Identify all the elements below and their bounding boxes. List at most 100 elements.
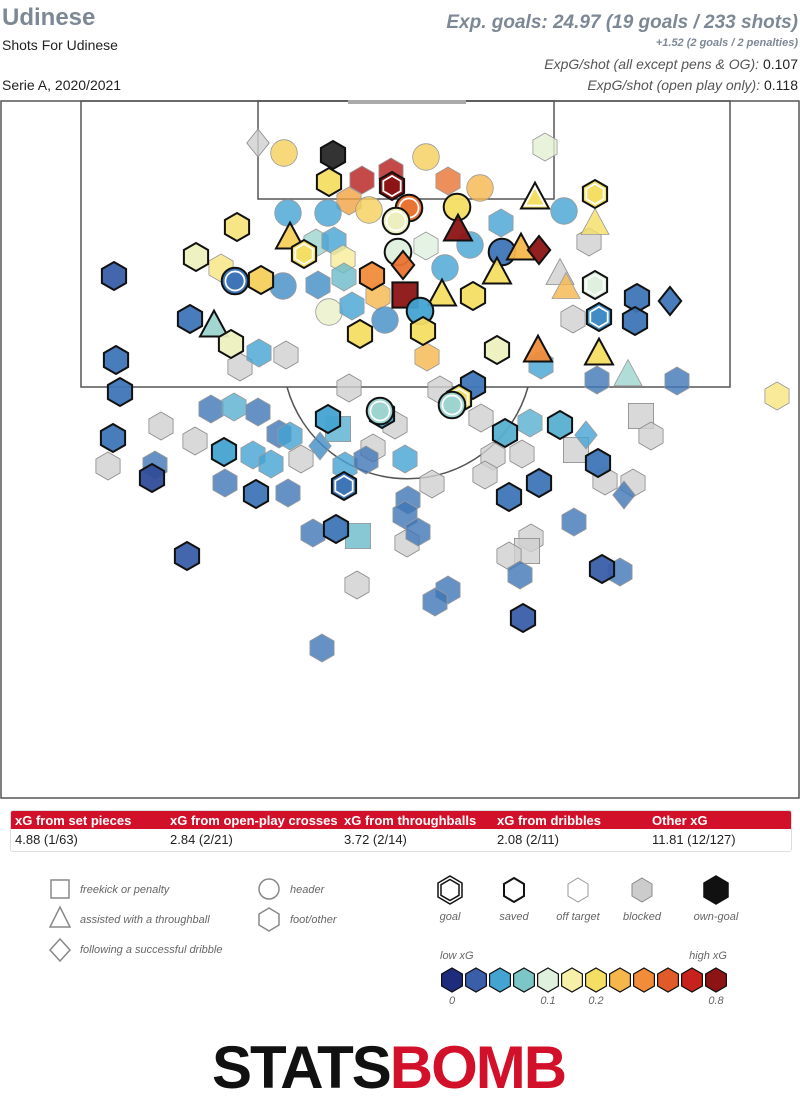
shot-marker [621,305,649,337]
shot-marker [138,462,166,494]
legend: freekick or penalty assisted with a thro… [48,875,739,1007]
shot-marker [344,570,370,600]
goal-marker-ring [441,394,463,416]
shot-marker [468,403,494,433]
shot-marker [422,587,448,617]
shot-marker [442,212,474,242]
shot-marker [488,208,514,238]
shot-marker [613,358,643,386]
scale-swatch [489,967,511,993]
scale-swatch [657,967,679,993]
shot-marker [584,447,612,479]
category-value-throughballs: 3.72 (2/14) [344,832,407,847]
legend-goal: goal [440,911,461,923]
triangle-icon [48,905,72,928]
goal-marker-ring [294,242,314,266]
shot-marker [210,436,238,468]
outcome-legend: goal saved off target blocked own-goal [437,875,739,923]
shot-marker [764,381,790,411]
shot-marker [426,277,458,307]
shot-marker [576,227,602,257]
goal-marker-ring [385,210,407,232]
goal-marker-ring [382,174,402,198]
legend-dribble: following a successful dribble [80,944,222,956]
xg-category-header [11,811,791,829]
shot-marker [491,417,519,449]
shot-marker [413,231,439,261]
shot-marker [495,481,523,513]
goal-marker-ring [369,400,391,422]
scale-swatch [537,967,559,993]
shot-marker [583,336,615,366]
legend-saved: saved [499,911,529,923]
shot-marker [664,366,690,396]
square-icon [50,879,70,899]
scale-tick-0: 0 [449,995,456,1007]
shot-marker [336,186,362,216]
shot-marker [580,207,610,235]
competition-label: Serie A, 2020/2021 [2,77,122,93]
shot-marker [419,469,445,499]
shot-marker [526,234,552,266]
scale-swatches [441,967,727,993]
shot-marker [245,397,271,427]
category-value-crosses: 2.84 (2/21) [170,832,233,847]
shot-marker [414,342,440,372]
legend-header: header [290,884,326,896]
shot-marker [182,241,210,273]
shot-marker [99,422,127,454]
xg-color-scale: low xG high xG 0 0.1 0.2 0.8 [440,950,727,1007]
shot-marker [435,166,461,196]
shot-marker [409,315,437,347]
diamond-icon [48,937,72,963]
shot-marker [246,338,272,368]
shot-marker [412,143,440,171]
shot-marker [584,365,610,395]
scale-swatch [441,967,463,993]
category-label-other: Other xG [652,813,708,828]
shot-marker [247,264,275,296]
shot-marker [346,318,374,350]
goal-marker-ring [589,305,609,329]
shot-marker [612,480,636,510]
chart-subtitle: Shots For Udinese [2,37,118,53]
scale-swatch [465,967,487,993]
shot-marker [519,180,551,210]
shape-legend: freekick or penalty assisted with a thro… [48,878,338,963]
shot-marker [517,408,543,438]
shot-marker [371,306,399,334]
xg-category-table: xG from set pieces xG from open-play cro… [10,810,792,852]
shot-marker [314,199,342,227]
shot-marker [509,439,535,469]
legend-high-xg: high xG [689,950,727,962]
shot-marker [472,460,498,490]
shot-marker [242,478,270,510]
shot-marker [95,451,121,481]
shot-marker [221,392,247,422]
goal-marker-ring [224,270,246,292]
saved-hexagon-icon [503,876,525,904]
shot-marker [270,139,298,167]
shot-marker [273,340,299,370]
logo-bomb: BOMB [389,1034,567,1101]
shot-marker [315,298,343,326]
shot-marker [182,426,208,456]
shot-marker [525,467,553,499]
shot-marker [507,560,533,590]
shot-marker [505,231,537,261]
shot-marker [459,280,487,312]
scale-swatch [561,967,583,993]
shot-marker [258,449,284,479]
own-goal-hexagon-icon [703,875,729,905]
shot-marker [246,128,270,158]
shot-marker [305,270,331,300]
shot-marker [173,540,201,572]
xg-per-shot-label: ExpG/shot (all except pens & OG): [544,56,760,72]
xg-penalties: +1.52 (2 goals / 2 penalties) [655,37,798,49]
shot-marker [198,308,230,338]
category-value-other: 11.81 (12/127) [652,832,736,847]
xg-per-shot-open: ExpG/shot (open play only): 0.118 [587,77,798,93]
shot-marker [148,411,174,441]
scale-swatch [705,967,727,993]
shot-marker [102,344,130,376]
